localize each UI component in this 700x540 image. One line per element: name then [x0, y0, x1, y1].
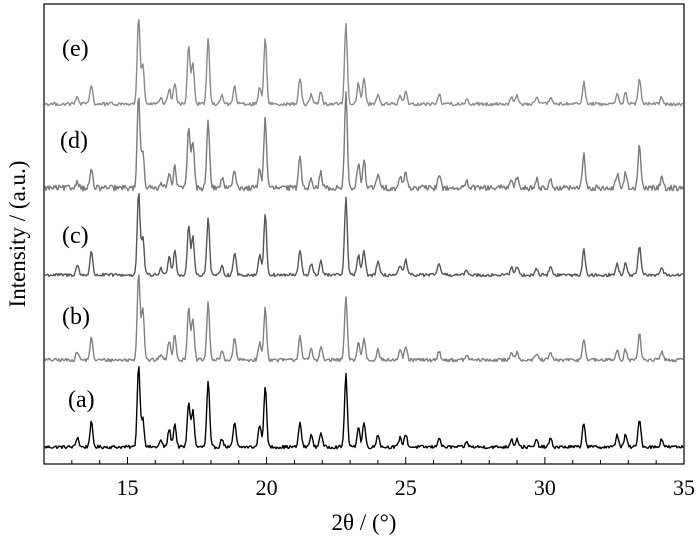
xrd-pattern-b — [44, 274, 684, 363]
x-axis-ticks: 15 20 25 30 35 — [43, 457, 695, 500]
xrd-pattern-d — [44, 91, 684, 192]
xrd-pattern-a — [44, 366, 684, 450]
series-labels: (a) (b) (c) (d) (e) — [60, 36, 95, 413]
series-label-e: (e) — [62, 36, 89, 62]
series-group — [44, 19, 684, 450]
series-label-a: (a) — [68, 387, 95, 413]
series-label-b: (b) — [62, 304, 90, 330]
xrd-pattern-c — [44, 192, 684, 278]
plot-frame — [43, 3, 685, 465]
x-tick-label: 30 — [534, 475, 556, 500]
y-axis-title: Intensity / (a.u.) — [5, 161, 30, 308]
x-tick-label: 35 — [673, 475, 695, 500]
series-label-c: (c) — [62, 223, 89, 249]
x-tick-label: 20 — [256, 475, 278, 500]
x-tick-label: 25 — [395, 475, 417, 500]
series-label-d: (d) — [60, 128, 88, 154]
xrd-pattern-e — [44, 19, 684, 107]
x-axis-title: 2θ / (°) — [332, 510, 397, 535]
x-tick-label: 15 — [116, 475, 138, 500]
